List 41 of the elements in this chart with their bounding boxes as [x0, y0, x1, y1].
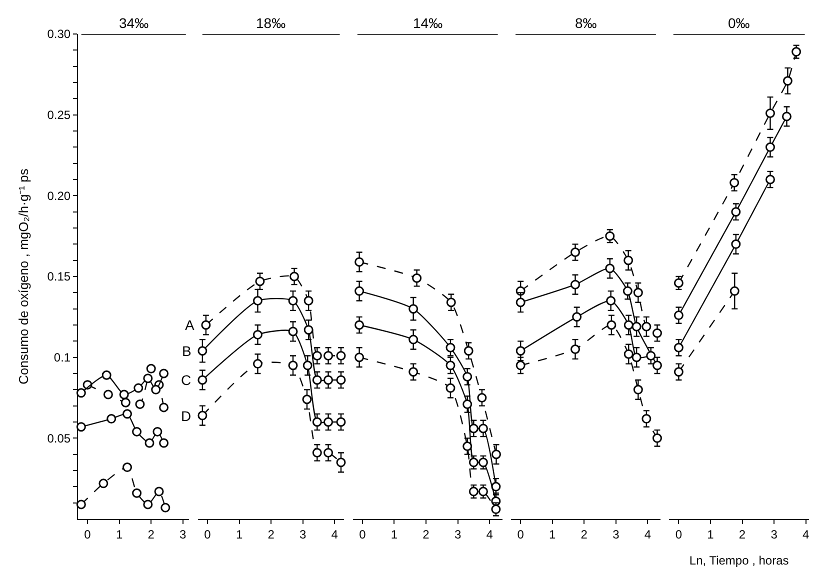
x-tick-label: 0 — [675, 527, 682, 542]
y-axis-title: Consumo de oxígeno , mgO₂/h·g⁻¹ ps — [16, 168, 32, 384]
x-tick-label: 3 — [300, 527, 307, 542]
x-tick-label: 1 — [390, 527, 398, 542]
x-tick-label: 2 — [268, 527, 275, 542]
chart-title: 0‰ — [728, 15, 750, 31]
x-tick-label: 1 — [549, 527, 556, 542]
x-tick-label: 0 — [84, 527, 92, 542]
x-tick-label: 3 — [454, 527, 462, 542]
y-tick-label: 0.25 — [47, 108, 71, 122]
x-tick-label: 0 — [204, 527, 212, 542]
series-label: B — [182, 343, 192, 359]
x-tick-label: 1 — [236, 527, 243, 542]
x-tick-label: 0 — [517, 527, 524, 542]
x-tick-label: 4 — [331, 527, 338, 542]
x-tick-label: 3 — [612, 527, 620, 542]
x-tick-label: 4 — [802, 527, 810, 542]
chart-title: 8‰ — [575, 15, 597, 31]
x-tick-label: 4 — [644, 527, 652, 542]
x-tick-label: 3 — [770, 527, 778, 542]
x-tick-label: 2 — [580, 527, 588, 542]
chart-title: 34‰ — [119, 15, 149, 31]
x-tick-label: 1 — [116, 527, 123, 542]
x-tick-label: 1 — [707, 527, 714, 542]
x-tick-label: 2 — [422, 527, 430, 542]
y-tick-label: 0.20 — [47, 188, 71, 203]
chart-title: 14‰ — [413, 15, 443, 31]
y-tick-label: 0.1 — [54, 350, 71, 365]
series-label: A — [185, 317, 195, 333]
x-tick-label: 2 — [148, 527, 155, 542]
y-tick-label: 0.15 — [47, 270, 71, 284]
x-tick-label: 3 — [180, 527, 187, 542]
y-tick-label: 0.30 — [47, 27, 71, 42]
x-tick-label: 4 — [486, 527, 494, 542]
series-label: C — [181, 372, 192, 388]
x-tick-label: 0 — [359, 527, 366, 542]
chart-title: 18‰ — [256, 15, 286, 31]
series-label: D — [181, 408, 192, 424]
x-axis-title: Ln, Tiempo , horas — [689, 553, 789, 568]
y-tick-label: 0.05 — [47, 431, 71, 446]
x-tick-label: 2 — [738, 527, 746, 542]
